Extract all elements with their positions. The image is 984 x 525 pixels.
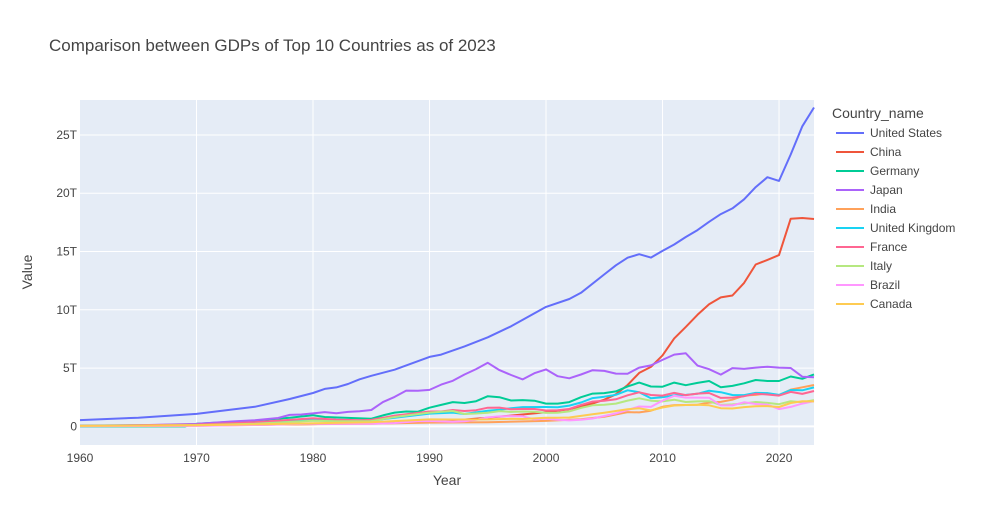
x-tick-label: 1980 <box>300 451 327 465</box>
legend-label: Brazil <box>870 278 900 292</box>
legend-item-italy[interactable]: Italy <box>836 259 892 273</box>
legend-label: Japan <box>870 183 903 197</box>
legend-label: Canada <box>870 297 912 311</box>
legend-item-germany[interactable]: Germany <box>836 164 919 178</box>
legend-label: France <box>870 240 908 254</box>
y-tick-label: 0 <box>70 419 77 433</box>
legend-label: United Kingdom <box>870 221 955 235</box>
legend-item-united-states[interactable]: United States <box>836 126 942 140</box>
series-lines <box>79 106 815 428</box>
series-line-canada[interactable] <box>79 400 815 427</box>
legend-item-united-kingdom[interactable]: United Kingdom <box>836 221 955 235</box>
legend-label: Germany <box>870 164 919 178</box>
series-line-united-states[interactable] <box>79 106 815 422</box>
legend-item-canada[interactable]: Canada <box>836 297 912 311</box>
chart-title: Comparison between GDPs of Top 10 Countr… <box>49 36 496 55</box>
series-line-japan[interactable] <box>79 352 815 427</box>
x-tick-label: 2010 <box>649 451 676 465</box>
legend-label: China <box>870 145 902 159</box>
x-tick-label: 1990 <box>416 451 443 465</box>
legend-label: India <box>870 202 896 216</box>
y-tick-label: 20T <box>56 186 77 200</box>
series-line-germany[interactable] <box>80 373 815 428</box>
legend[interactable]: United States China Germany Japan India Unite… <box>836 126 955 311</box>
axis-ticks: 1960 1970 1980 1990 2000 2010 2020 0 5T 10T 15T 20T… <box>56 128 792 465</box>
y-tick-label: 10T <box>56 303 77 317</box>
x-axis-title: Year <box>433 472 462 488</box>
x-tick-label: 1960 <box>67 451 94 465</box>
y-tick-label: 25T <box>56 128 77 142</box>
plot-area <box>80 100 814 445</box>
series-line-brazil[interactable] <box>79 394 815 428</box>
legend-item-india[interactable]: India <box>836 202 896 216</box>
x-tick-label: 2000 <box>533 451 560 465</box>
y-tick-label: 15T <box>56 245 77 259</box>
series-line-france[interactable] <box>79 390 815 427</box>
x-tick-label: 1970 <box>183 451 210 465</box>
legend-item-brazil[interactable]: Brazil <box>836 278 900 292</box>
grid-lines <box>80 100 814 445</box>
legend-label: Italy <box>870 259 892 273</box>
y-axis-title: Value <box>19 254 35 289</box>
legend-title: Country_name <box>832 105 924 121</box>
y-tick-label: 5T <box>63 361 78 375</box>
legend-item-france[interactable]: France <box>836 240 908 254</box>
legend-label: United States <box>870 126 942 140</box>
x-tick-label: 2020 <box>766 451 793 465</box>
legend-item-china[interactable]: China <box>836 145 902 159</box>
legend-item-japan[interactable]: Japan <box>836 183 903 197</box>
